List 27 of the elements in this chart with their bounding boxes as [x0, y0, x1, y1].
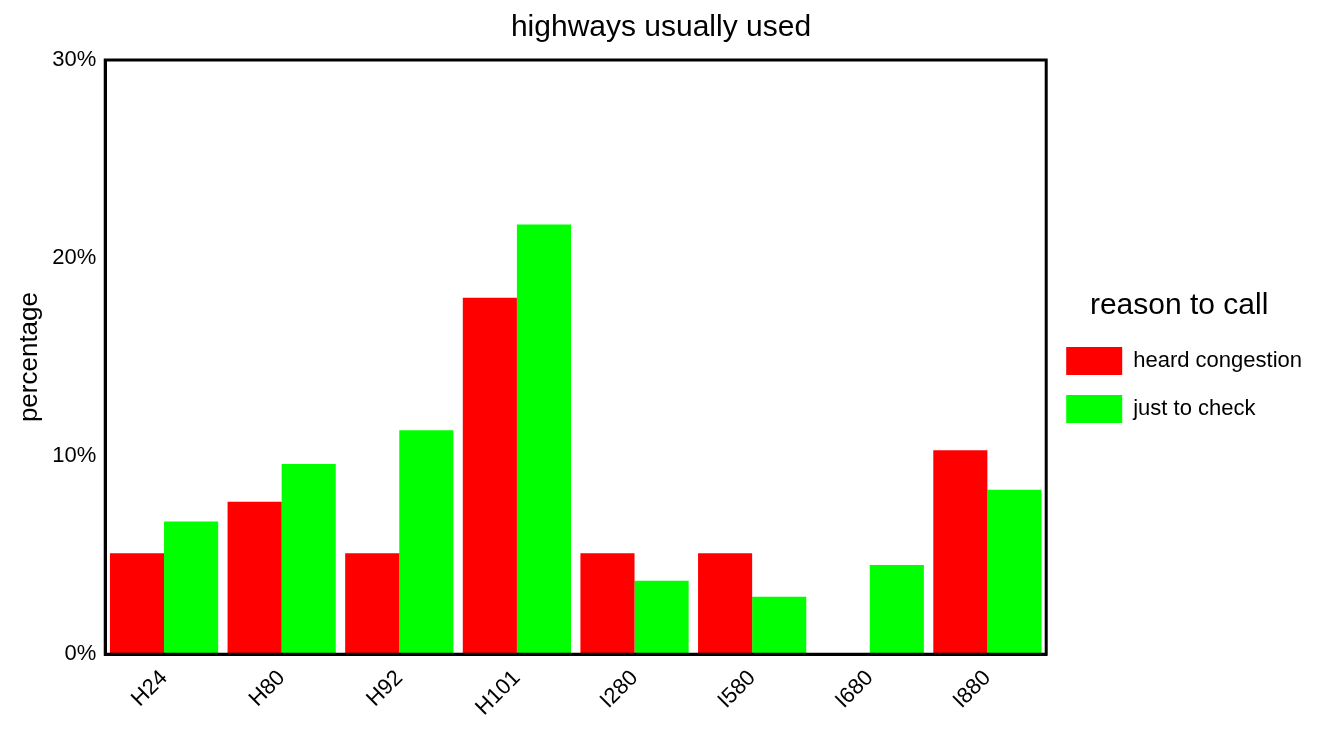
bar [933, 450, 988, 655]
bar [698, 553, 753, 655]
y-tick-label: 30% [52, 46, 97, 72]
bar [227, 501, 282, 655]
bar [987, 489, 1042, 655]
legend-label: just to check [1132, 395, 1257, 421]
legend-title: reason to call [1089, 287, 1269, 321]
y-axis-title: percentage [12, 292, 43, 423]
bar [109, 553, 165, 655]
bar [869, 565, 924, 655]
y-tick-label: 20% [52, 244, 97, 270]
bar [345, 553, 400, 655]
x-tick-label: H24 [125, 664, 172, 711]
bar [462, 297, 517, 655]
legend-label: heard congestion [1133, 347, 1302, 373]
bar [580, 553, 635, 655]
bar [516, 224, 572, 655]
chart-title: highways usually used [510, 9, 812, 43]
bar [634, 580, 689, 655]
x-tick-label: H80 [243, 664, 290, 711]
bar [281, 464, 336, 655]
bar [164, 521, 219, 655]
y-tick-label: 10% [52, 442, 97, 468]
x-tick-label: H92 [360, 664, 408, 711]
bar [399, 430, 454, 655]
bar [752, 596, 807, 655]
y-tick-label: 0% [64, 640, 97, 666]
